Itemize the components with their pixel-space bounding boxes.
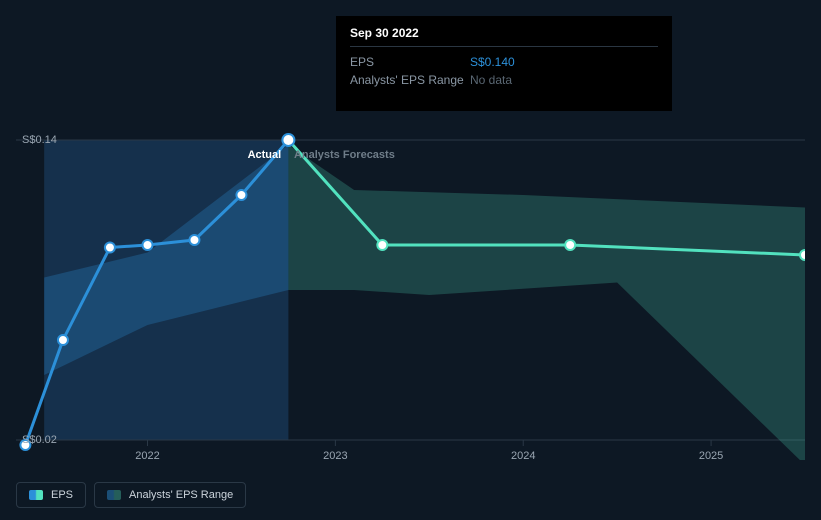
x-tick-label: 2025 — [699, 450, 723, 462]
x-tick-label: 2022 — [135, 450, 159, 462]
legend-label: EPS — [51, 489, 73, 501]
chart-legend: EPS Analysts' EPS Range — [16, 482, 246, 508]
eps-chart: S$0.14 S$0.02 2022 2023 2024 2025 Actual… — [0, 0, 821, 520]
tooltip-title: Sep 30 2022 — [350, 26, 658, 47]
x-tick-label: 2023 — [323, 450, 347, 462]
tooltip-row: Analysts' EPS Range No data — [350, 71, 658, 89]
chart-tooltip: Sep 30 2022 EPS S$0.140 Analysts' EPS Ra… — [336, 16, 672, 111]
tooltip-row-value: No data — [470, 71, 512, 89]
actual-label: Actual — [248, 149, 282, 161]
y-tick-label: S$0.02 — [22, 434, 57, 446]
legend-swatch-icon — [107, 490, 121, 500]
legend-item-range[interactable]: Analysts' EPS Range — [94, 482, 246, 508]
forecast-label: Analysts Forecasts — [294, 149, 395, 161]
tooltip-row-label: EPS — [350, 53, 470, 71]
y-tick-label: S$0.14 — [22, 134, 57, 146]
legend-item-eps[interactable]: EPS — [16, 482, 86, 508]
tooltip-row-label: Analysts' EPS Range — [350, 71, 470, 89]
legend-label: Analysts' EPS Range — [129, 489, 233, 501]
x-tick-label: 2024 — [511, 450, 535, 462]
legend-swatch-icon — [29, 490, 43, 500]
tooltip-row-value: S$0.140 — [470, 53, 515, 71]
tooltip-row: EPS S$0.140 — [350, 53, 658, 71]
